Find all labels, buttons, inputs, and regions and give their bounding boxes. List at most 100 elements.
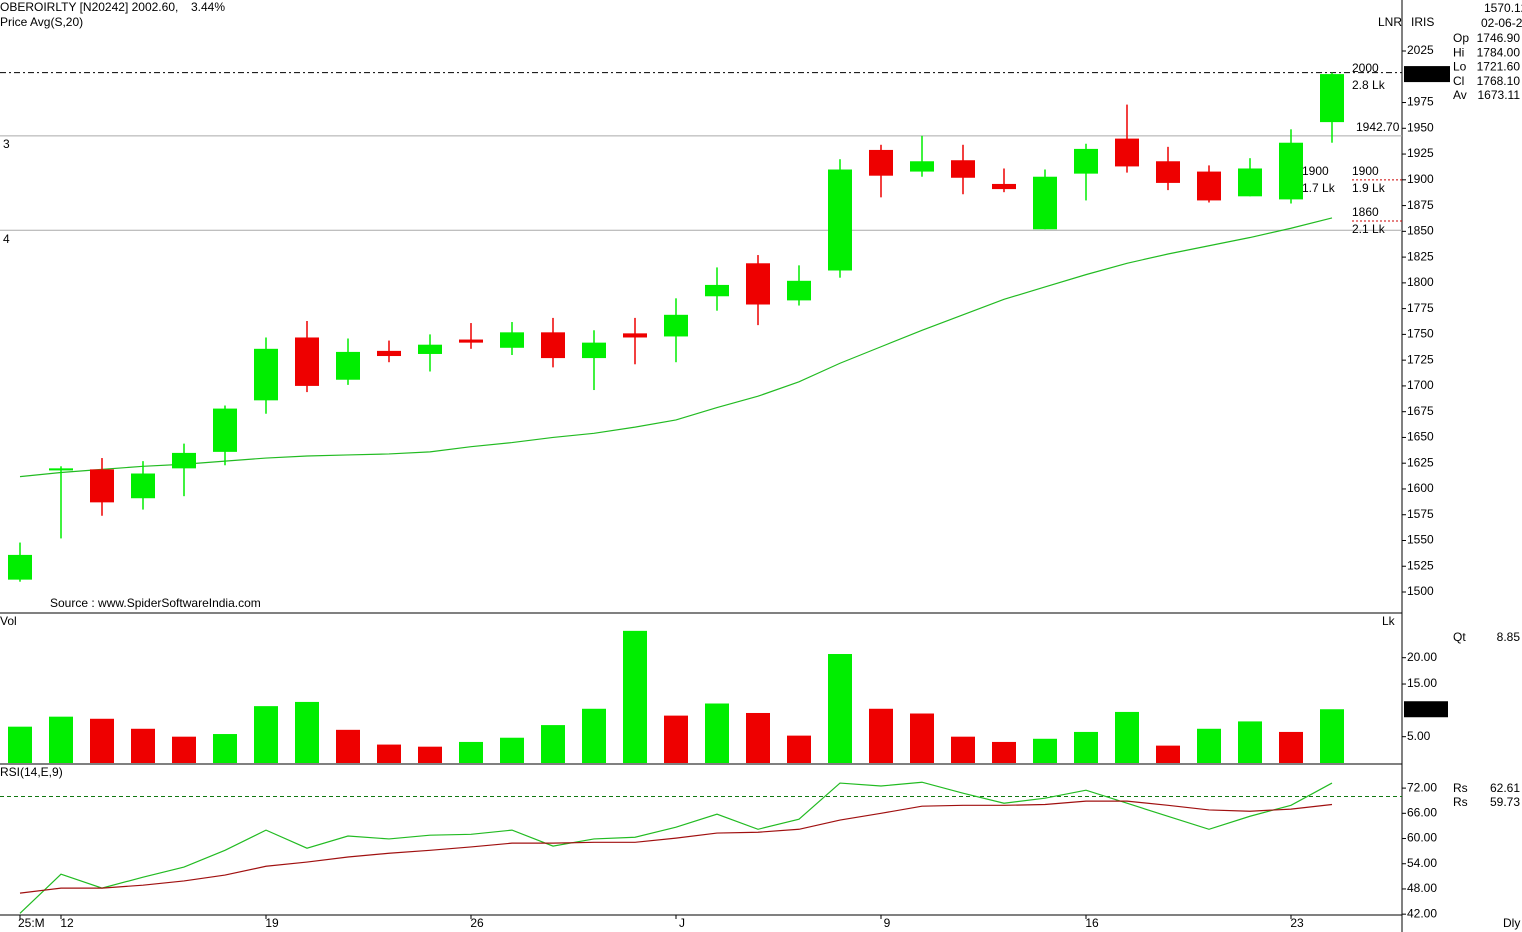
candle-body: [500, 332, 524, 348]
unit: Lk: [1382, 614, 1396, 628]
candle-body: [1238, 168, 1262, 197]
volume-bar: [377, 744, 401, 763]
candle-body: [992, 183, 1016, 190]
info-label: Qt: [1453, 630, 1466, 644]
last-price: 2002.60: [1406, 66, 1450, 80]
candle-body: [1197, 171, 1221, 201]
x-tick-label: 23: [1290, 916, 1304, 930]
level-label: 1942.70: [1356, 120, 1400, 134]
y-tick-label: 66.00: [1407, 805, 1437, 819]
x-tick-label: 16: [1085, 916, 1099, 930]
chart-title: OBEROIRLTY [N20242] 2002.60,: [0, 0, 178, 14]
candle-body: [254, 348, 278, 401]
volume-bar: [295, 701, 319, 763]
rsi-line: [19, 800, 1333, 894]
candle-body: [295, 337, 319, 386]
level-volume: 2.8 Lk: [1352, 78, 1386, 92]
level-label: 1900: [1352, 164, 1379, 178]
volume-bar: [500, 737, 524, 763]
candle-body: [418, 344, 442, 354]
info-label: Av: [1453, 88, 1467, 102]
info-value: 1768.10: [1477, 74, 1521, 88]
volume-bar: [664, 715, 688, 763]
level-volume: 2.1 Lk: [1352, 222, 1386, 236]
candle-body: [8, 554, 32, 580]
candle-body: [49, 468, 73, 471]
y-tick-label: 60.00: [1407, 831, 1437, 845]
candle-body: [746, 263, 770, 305]
volume-bar: [787, 735, 811, 763]
source: Source : www.SpiderSoftwareIndia.com: [50, 596, 261, 610]
candle-body: [459, 339, 483, 343]
volume-bar: [1033, 738, 1057, 763]
candle-body: [910, 161, 934, 172]
y-tick-label: 54.00: [1407, 856, 1437, 870]
y-tick-label: 1900: [1407, 172, 1434, 186]
scale-label: IRIS: [1411, 15, 1434, 29]
candle-body: [172, 452, 196, 469]
y-tick-label: 1525: [1407, 558, 1434, 572]
y-tick-label: 1925: [1407, 146, 1434, 160]
scale-label: LNR: [1378, 15, 1402, 29]
candle-body: [213, 408, 237, 452]
volume-bar: [1115, 711, 1139, 763]
volume-bar: [418, 746, 442, 763]
level-label: 1860: [1352, 205, 1379, 219]
candle-body: [1156, 161, 1180, 183]
volume-bar: [1320, 709, 1344, 763]
volume-bar: [1238, 721, 1262, 763]
y-tick-label: 72.00: [1407, 780, 1437, 794]
level-volume: 1.9 Lk: [1352, 181, 1386, 195]
volume-bar: [869, 708, 893, 763]
info-value: 1673.11: [1478, 88, 1521, 102]
volume-bar: [172, 736, 196, 763]
period-label: Dly: [1503, 916, 1520, 930]
y-tick-label: 15.00: [1407, 676, 1437, 690]
info-value: 8.85: [1497, 630, 1521, 644]
y-tick-label: 1825: [1407, 249, 1434, 263]
level-volume: 1.7 Lk: [1302, 181, 1336, 195]
volume-bar: [541, 725, 565, 763]
candle-body: [828, 169, 852, 271]
volume-bar: [746, 712, 770, 763]
legend-entry: Rs: [1453, 781, 1468, 795]
volume-bar: [254, 706, 278, 763]
candle-body: [582, 342, 606, 359]
candle-body: [705, 284, 729, 297]
y-tick-label: 2025: [1407, 43, 1434, 57]
x-tick-label: 25:M: [18, 916, 45, 930]
candle-body: [131, 473, 155, 499]
candle-body: [869, 149, 893, 176]
info-value: 1721.60: [1477, 60, 1521, 74]
y-tick-label: 48.00: [1407, 881, 1437, 895]
y-tick-label: 1625: [1407, 455, 1434, 469]
info-label: Lo: [1453, 60, 1467, 74]
volume-bar: [1156, 745, 1180, 763]
candle-body: [1115, 138, 1139, 167]
candle-body: [1033, 176, 1057, 230]
info-value: 1746.90: [1477, 31, 1521, 45]
y-tick-label: 1775: [1407, 301, 1434, 315]
x-tick-label: 12: [60, 916, 74, 930]
candle-body: [1074, 148, 1098, 174]
info-label: Hi: [1453, 45, 1464, 59]
y-tick-label: 1575: [1407, 507, 1434, 521]
volume-bar: [951, 736, 975, 763]
volume-bar: [336, 729, 360, 763]
legend-value: 59.73: [1490, 795, 1520, 809]
moving-average: [19, 217, 1333, 478]
y-tick-label: 1950: [1407, 120, 1434, 134]
level-label: 2000: [1352, 61, 1379, 75]
info-value: 1784.00: [1477, 45, 1521, 59]
volume-bar: [49, 716, 73, 763]
panel-title: RSI(14,E,9): [0, 765, 63, 779]
volume-bar: [8, 726, 32, 763]
last-volume-box: [1404, 701, 1448, 718]
panel-title: Vol: [0, 614, 17, 628]
info-date: 02-06-25 Mo: [1481, 16, 1522, 30]
candle-body: [787, 280, 811, 301]
info-price: 1570.12: [1484, 1, 1522, 15]
candle-body: [1279, 142, 1303, 200]
volume-bar: [582, 708, 606, 763]
y-tick-label: 1600: [1407, 481, 1434, 495]
